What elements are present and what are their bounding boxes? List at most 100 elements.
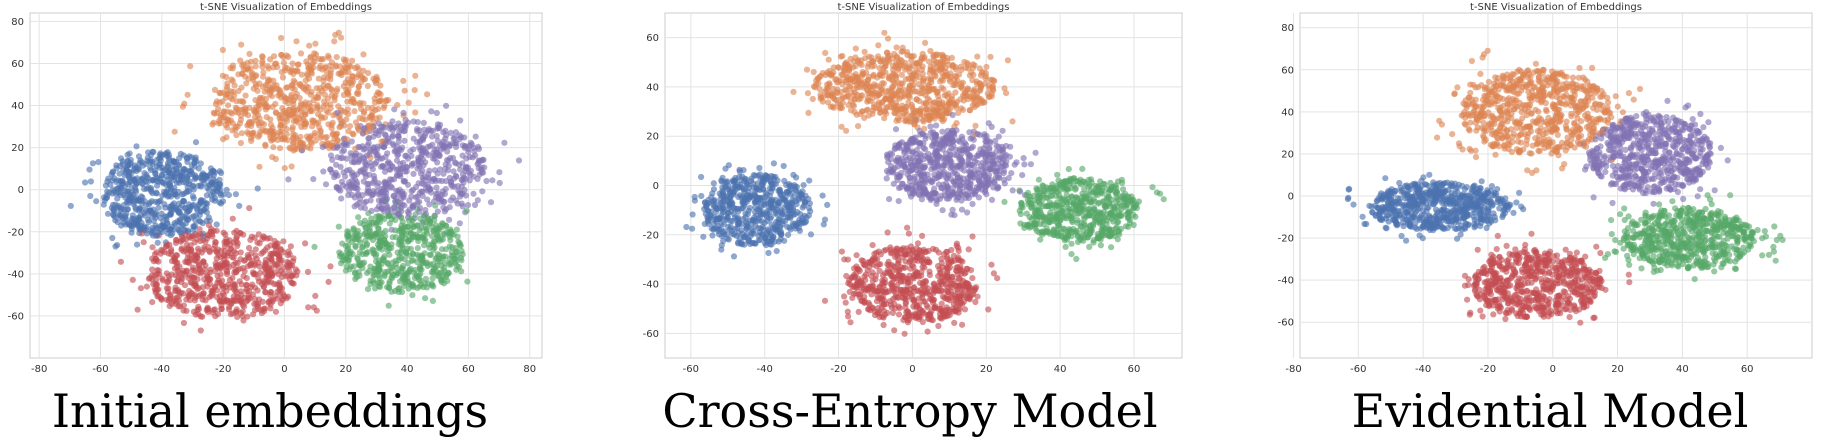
data-point: [282, 98, 289, 105]
data-point: [204, 232, 211, 239]
data-point: [255, 231, 262, 238]
data-point: [386, 278, 393, 285]
data-point: [225, 192, 232, 199]
data-point: [229, 215, 236, 222]
data-point: [276, 91, 283, 98]
data-point: [441, 208, 448, 215]
data-point: [472, 133, 479, 140]
data-point: [178, 246, 185, 253]
data-point: [359, 130, 367, 137]
data-point: [380, 104, 387, 112]
data-point: [153, 190, 160, 197]
data-point: [361, 76, 369, 83]
data-point: [164, 176, 171, 183]
data-point: [201, 246, 208, 253]
data-point: [149, 299, 156, 306]
data-point: [259, 280, 266, 287]
data-point: [274, 63, 281, 71]
data-point: [350, 263, 357, 270]
data-point: [105, 175, 112, 182]
data-point: [238, 84, 245, 91]
data-point: [392, 198, 399, 205]
data-point: [149, 177, 156, 184]
data-point: [276, 255, 283, 263]
data-point: [266, 235, 273, 242]
data-point: [895, 303, 902, 310]
data-point: [229, 127, 236, 134]
data-point: [399, 144, 406, 151]
data-point: [262, 260, 269, 267]
data-point: [876, 65, 883, 72]
data-point: [344, 106, 351, 113]
data-point: [457, 117, 464, 124]
data-point: [764, 217, 771, 224]
data-point: [149, 266, 156, 273]
data-point: [103, 192, 110, 199]
data-point: [360, 146, 367, 153]
data-point: [344, 64, 351, 71]
data-point: [1027, 161, 1034, 168]
data-point: [320, 55, 327, 63]
x-tick-label: 20: [339, 364, 352, 375]
data-point: [328, 125, 335, 132]
data-point: [180, 152, 187, 159]
data-point: [422, 295, 429, 302]
data-point: [360, 51, 367, 58]
data-point: [354, 254, 361, 261]
data-point: [259, 58, 266, 65]
data-point: [300, 120, 307, 127]
data-point: [273, 243, 280, 251]
data-point: [255, 133, 262, 140]
data-point: [267, 116, 274, 123]
data-point: [246, 118, 253, 126]
data-point: [197, 327, 204, 334]
data-point: [842, 299, 849, 306]
y-tick-label: 40: [646, 82, 659, 93]
data-point: [905, 230, 913, 237]
data-point: [387, 264, 394, 271]
data-point: [394, 101, 401, 109]
data-point: [211, 86, 219, 93]
data-point: [403, 168, 410, 175]
data-point: [209, 121, 216, 128]
data-point: [344, 228, 351, 235]
data-point: [308, 88, 315, 95]
data-point: [188, 234, 195, 241]
data-point: [436, 125, 443, 132]
data-point: [430, 269, 437, 276]
data-point: [375, 225, 382, 232]
data-point: [408, 257, 415, 264]
data-point: [334, 143, 341, 150]
data-point: [372, 106, 379, 114]
data-point: [816, 86, 823, 93]
data-point: [327, 76, 334, 83]
data-point: [405, 237, 412, 244]
data-point: [304, 61, 311, 68]
data-point: [333, 88, 340, 95]
data-point: [359, 115, 366, 122]
data-point: [822, 49, 829, 57]
data-point: [178, 223, 185, 230]
data-point: [683, 223, 690, 231]
data-point: [426, 167, 433, 174]
data-point: [212, 313, 219, 320]
data-point: [154, 270, 161, 277]
data-point: [401, 87, 408, 94]
data-point: [342, 79, 349, 86]
data-point: [385, 135, 392, 142]
data-point: [467, 171, 474, 178]
data-point: [189, 291, 196, 298]
data-point: [691, 193, 698, 201]
data-point: [418, 188, 425, 195]
data-point: [363, 152, 370, 159]
data-point: [252, 57, 259, 64]
data-point: [276, 281, 283, 288]
data-point: [926, 268, 933, 275]
data-point: [884, 103, 891, 110]
data-point: [425, 127, 432, 134]
data-point: [392, 257, 399, 264]
data-point: [252, 97, 259, 104]
data-point: [401, 273, 408, 280]
data-point: [345, 110, 352, 118]
